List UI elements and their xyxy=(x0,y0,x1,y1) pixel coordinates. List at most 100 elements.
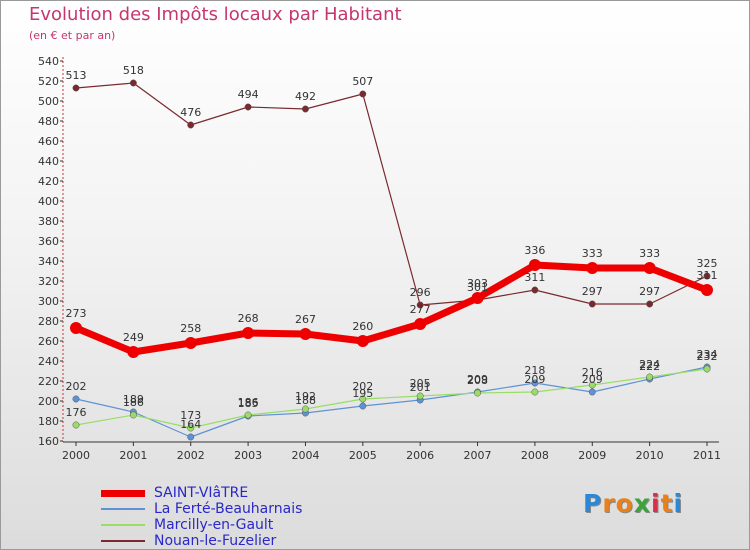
data-label: 249 xyxy=(123,331,144,344)
y-tick-label: 340 xyxy=(38,255,59,268)
data-label: 336 xyxy=(524,244,545,257)
data-point xyxy=(356,335,369,347)
data-point xyxy=(416,392,424,400)
data-point xyxy=(701,284,713,296)
data-label: 296 xyxy=(410,286,431,299)
logo-letter: i xyxy=(673,489,684,518)
data-point xyxy=(129,79,137,87)
data-point xyxy=(72,84,80,92)
data-label: 232 xyxy=(697,350,718,363)
data-point xyxy=(471,292,484,304)
data-label: 189 xyxy=(123,393,144,406)
data-point xyxy=(646,300,654,308)
data-label: 209 xyxy=(467,373,488,386)
x-tick-label: 2002 xyxy=(177,449,205,462)
data-label: 192 xyxy=(295,390,316,403)
y-tick-label: 540 xyxy=(38,55,59,68)
data-label: 297 xyxy=(639,285,660,298)
x-tick-label: 2010 xyxy=(636,449,664,462)
data-point xyxy=(588,300,596,308)
data-point xyxy=(242,327,255,339)
data-point xyxy=(703,365,711,373)
data-label: 186 xyxy=(238,396,259,409)
y-tick-label: 420 xyxy=(38,175,59,188)
data-label: 195 xyxy=(352,387,373,400)
data-point xyxy=(187,433,195,441)
x-tick-label: 2006 xyxy=(406,449,434,462)
data-label: 518 xyxy=(123,64,144,77)
y-tick-label: 520 xyxy=(38,75,59,88)
y-tick-label: 360 xyxy=(38,235,59,248)
data-label: 222 xyxy=(639,360,660,373)
x-tick-label: 2008 xyxy=(521,449,549,462)
legend-label: Nouan-le-Fuzelier xyxy=(154,533,277,549)
x-tick-label: 2009 xyxy=(578,449,606,462)
data-point xyxy=(187,121,195,129)
data-label: 301 xyxy=(467,281,488,294)
y-tick-label: 380 xyxy=(38,215,59,228)
logo-letter: x xyxy=(633,489,651,518)
y-tick-label: 240 xyxy=(38,355,59,368)
y-tick-label: 300 xyxy=(38,295,59,308)
y-tick-label: 160 xyxy=(38,435,59,448)
data-label: 176 xyxy=(66,406,87,419)
y-tick-label: 280 xyxy=(38,315,59,328)
data-label: 258 xyxy=(180,322,201,335)
series-line-0 xyxy=(72,261,711,356)
legend-swatch xyxy=(101,489,145,497)
data-point xyxy=(359,395,367,403)
legend-label: SAINT-VIâTRE xyxy=(154,485,249,501)
x-tick-label: 2001 xyxy=(119,449,147,462)
chart-legend: SAINT-VIâTRE La Ferté-Beauharnais Marcilly… xyxy=(101,485,302,549)
data-label: 277 xyxy=(410,303,431,316)
data-label: 507 xyxy=(352,75,373,88)
proxiti-logo: Proxiti xyxy=(583,489,683,518)
data-point xyxy=(414,318,427,330)
y-tick-label: 180 xyxy=(38,415,59,428)
legend-item: Nouan-le-Fuzelier xyxy=(101,533,302,549)
data-label: 188 xyxy=(295,394,316,407)
data-point xyxy=(416,301,424,309)
data-point xyxy=(184,337,197,349)
data-point xyxy=(302,405,309,413)
data-label: 311 xyxy=(524,271,545,284)
data-point xyxy=(302,105,309,113)
data-label: 209 xyxy=(582,373,603,386)
data-point xyxy=(72,395,80,403)
data-point xyxy=(127,346,140,358)
data-point xyxy=(187,424,195,432)
data-label: 218 xyxy=(524,364,545,377)
data-label: 325 xyxy=(697,257,718,270)
y-tick-label: 200 xyxy=(38,395,59,408)
legend-swatch xyxy=(101,524,145,526)
logo-letter: r xyxy=(602,489,616,518)
data-label: 185 xyxy=(238,397,259,410)
data-label: 202 xyxy=(352,380,373,393)
y-tick-label: 480 xyxy=(38,115,59,128)
logo-letter: t xyxy=(660,489,674,518)
logo-letter: o xyxy=(615,489,634,518)
y-tick-label: 260 xyxy=(38,335,59,348)
legend-item: La Ferté-Beauharnais xyxy=(101,501,302,517)
x-tick-label: 2007 xyxy=(464,449,492,462)
y-tick-label: 440 xyxy=(38,155,59,168)
data-label: 513 xyxy=(66,69,87,82)
x-tick-label: 2003 xyxy=(234,449,262,462)
data-label: 202 xyxy=(66,380,87,393)
data-point xyxy=(299,328,312,340)
data-label: 234 xyxy=(697,348,718,361)
y-tick-label: 220 xyxy=(38,375,59,388)
data-point xyxy=(531,379,539,387)
legend-label: La Ferté-Beauharnais xyxy=(154,501,303,517)
data-label: 492 xyxy=(295,90,316,103)
data-label: 494 xyxy=(238,88,259,101)
data-point xyxy=(586,262,599,274)
data-label: 297 xyxy=(582,285,603,298)
data-point xyxy=(474,389,481,397)
x-tick-label: 2005 xyxy=(349,449,377,462)
data-label: 303 xyxy=(467,277,488,290)
legend-swatch xyxy=(101,508,145,510)
data-label: 311 xyxy=(697,269,718,282)
x-tick-label: 2000 xyxy=(62,449,90,462)
